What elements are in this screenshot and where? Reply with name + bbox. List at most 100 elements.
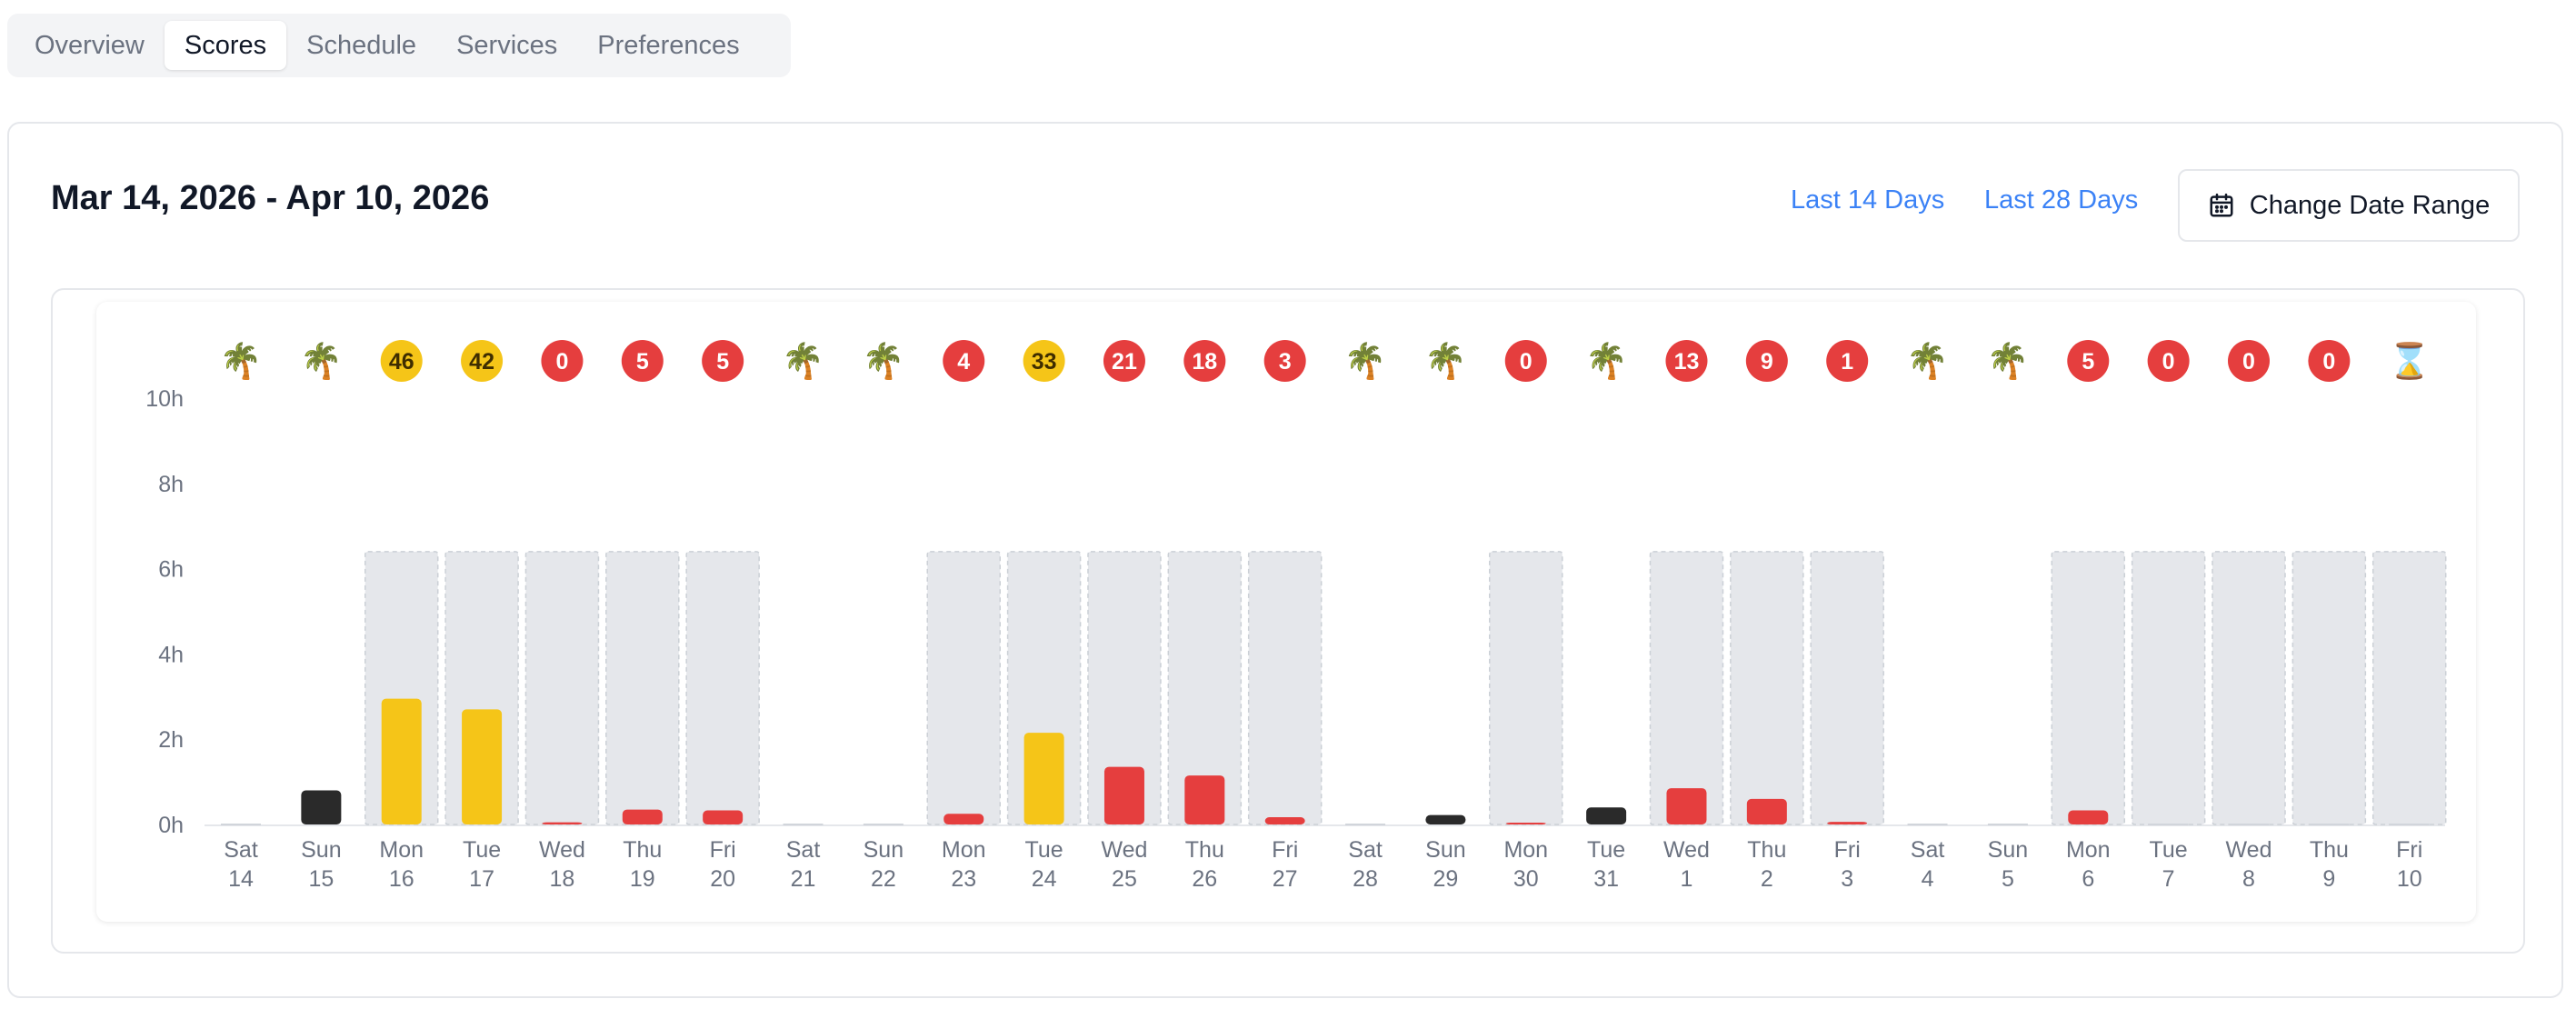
x-tick-day: 27 bbox=[1273, 866, 1298, 892]
x-tick-day: 17 bbox=[469, 866, 494, 892]
hours-bar bbox=[1505, 823, 1546, 824]
hours-bar bbox=[944, 814, 984, 824]
y-tick-label: 2h bbox=[158, 727, 184, 753]
x-tick-weekday: Wed bbox=[539, 837, 585, 863]
scheduled-column bbox=[2212, 551, 2286, 825]
scheduled-column bbox=[2051, 551, 2126, 825]
x-tick-day: 31 bbox=[1593, 866, 1619, 892]
x-tick-weekday: Wed bbox=[1663, 837, 1710, 863]
x-tick-weekday: Mon bbox=[379, 837, 424, 863]
score-badge-label: 42 bbox=[469, 349, 494, 375]
x-tick-day: 18 bbox=[550, 866, 575, 892]
score-badge-label: 21 bbox=[1112, 349, 1137, 375]
hours-bar bbox=[1184, 775, 1225, 824]
score-badge bbox=[621, 340, 664, 382]
palm-tree-icon: 🌴 bbox=[300, 341, 343, 381]
tab-overview[interactable]: Overview bbox=[35, 30, 145, 60]
scheduled-column bbox=[2371, 551, 2447, 825]
hours-bar bbox=[622, 809, 663, 824]
score-badge bbox=[702, 340, 744, 382]
score-badge bbox=[380, 340, 423, 382]
last-28-days-link[interactable]: Last 28 Days bbox=[1984, 185, 2139, 215]
score-badge-label: 0 bbox=[2162, 349, 2175, 375]
score-badge-label: 46 bbox=[389, 349, 414, 375]
score-badge-label: 13 bbox=[1674, 349, 1700, 375]
score-badge bbox=[1023, 340, 1065, 382]
x-tick-day: 15 bbox=[308, 866, 334, 892]
hours-bar bbox=[1586, 807, 1627, 824]
x-tick-weekday: Wed bbox=[2226, 837, 2272, 863]
score-badge-label: 0 bbox=[1520, 349, 1533, 375]
y-tick-label: 6h bbox=[158, 557, 184, 583]
x-tick-weekday: Tue bbox=[2150, 837, 2188, 863]
hours-bar bbox=[2068, 810, 2109, 824]
score-badge-label: 5 bbox=[636, 349, 649, 375]
y-tick-label: 4h bbox=[158, 642, 184, 667]
x-tick-weekday: Sat bbox=[1911, 837, 1945, 863]
x-tick-day: 23 bbox=[951, 866, 976, 892]
score-badge bbox=[1263, 340, 1306, 382]
score-badge bbox=[2228, 340, 2270, 382]
scheduled-column bbox=[1649, 551, 1724, 825]
x-tick-weekday: Thu bbox=[1747, 837, 1786, 863]
x-tick-day: 29 bbox=[1433, 866, 1458, 892]
x-tick-day: 8 bbox=[2242, 866, 2255, 892]
tab-schedule[interactable]: Schedule bbox=[306, 30, 417, 60]
score-badge bbox=[1826, 340, 1869, 382]
x-tick-day: 14 bbox=[228, 866, 254, 892]
score-badge bbox=[1665, 340, 1708, 382]
x-tick-day: 3 bbox=[1841, 866, 1853, 892]
x-tick-weekday: Tue bbox=[463, 837, 501, 863]
x-tick-weekday: Fri bbox=[1272, 837, 1298, 863]
score-badge bbox=[2147, 340, 2190, 382]
x-tick-weekday: Sun bbox=[1988, 837, 2028, 863]
x-tick-day: 22 bbox=[871, 866, 896, 892]
hours-bar bbox=[301, 790, 342, 824]
x-tick-day: 7 bbox=[2162, 866, 2175, 892]
tab-preferences[interactable]: Preferences bbox=[597, 30, 740, 60]
scheduled-column bbox=[605, 551, 680, 825]
change-date-range-button[interactable]: Change Date Range bbox=[2178, 169, 2520, 242]
tab-scores[interactable]: Scores bbox=[164, 21, 287, 70]
x-tick-day: 20 bbox=[710, 866, 735, 892]
hours-bar bbox=[1103, 766, 1144, 824]
tab-services[interactable]: Services bbox=[456, 30, 558, 60]
x-tick-weekday: Sat bbox=[1348, 837, 1383, 863]
score-badge-label: 5 bbox=[716, 349, 729, 375]
scheduled-column bbox=[524, 551, 600, 825]
score-badge-label: 33 bbox=[1032, 349, 1057, 375]
x-tick-day: 1 bbox=[1681, 866, 1693, 892]
palm-tree-icon: 🌴 bbox=[219, 341, 262, 381]
palm-tree-icon: 🌴 bbox=[862, 341, 904, 381]
scheduled-column bbox=[2291, 551, 2367, 825]
x-tick-day: 24 bbox=[1032, 866, 1057, 892]
x-tick-day: 6 bbox=[2082, 866, 2094, 892]
last-14-days-link[interactable]: Last 14 Days bbox=[1791, 185, 1945, 215]
score-badge bbox=[1745, 340, 1788, 382]
x-tick-weekday: Fri bbox=[710, 837, 736, 863]
x-tick-weekday: Thu bbox=[2310, 837, 2349, 863]
x-tick-weekday: Wed bbox=[1101, 837, 1147, 863]
x-tick-weekday: Sun bbox=[1425, 837, 1465, 863]
x-tick-weekday: Sun bbox=[864, 837, 904, 863]
x-tick-day: 2 bbox=[1761, 866, 1773, 892]
score-badge bbox=[1504, 340, 1547, 382]
score-badge-label: 0 bbox=[2322, 349, 2335, 375]
x-tick-day: 4 bbox=[1922, 866, 1934, 892]
scheduled-column bbox=[1247, 551, 1323, 825]
tab-bar: Overview Scores Schedule Services Prefer… bbox=[7, 14, 791, 77]
x-tick-weekday: Fri bbox=[1834, 837, 1861, 863]
score-badge-label: 3 bbox=[1279, 349, 1292, 375]
x-tick-day: 5 bbox=[2002, 866, 2014, 892]
score-badge-label: 4 bbox=[957, 349, 970, 375]
palm-tree-icon: 🌴 bbox=[782, 341, 824, 381]
hours-bar bbox=[1023, 733, 1064, 824]
score-badge bbox=[1103, 340, 1145, 382]
hours-bar bbox=[1425, 814, 1466, 824]
scheduled-column bbox=[1730, 551, 1804, 825]
x-tick-day: 9 bbox=[2322, 866, 2335, 892]
y-tick-label: 10h bbox=[145, 386, 184, 412]
hourglass-icon: ⌛ bbox=[2388, 341, 2431, 381]
score-badge bbox=[943, 340, 985, 382]
